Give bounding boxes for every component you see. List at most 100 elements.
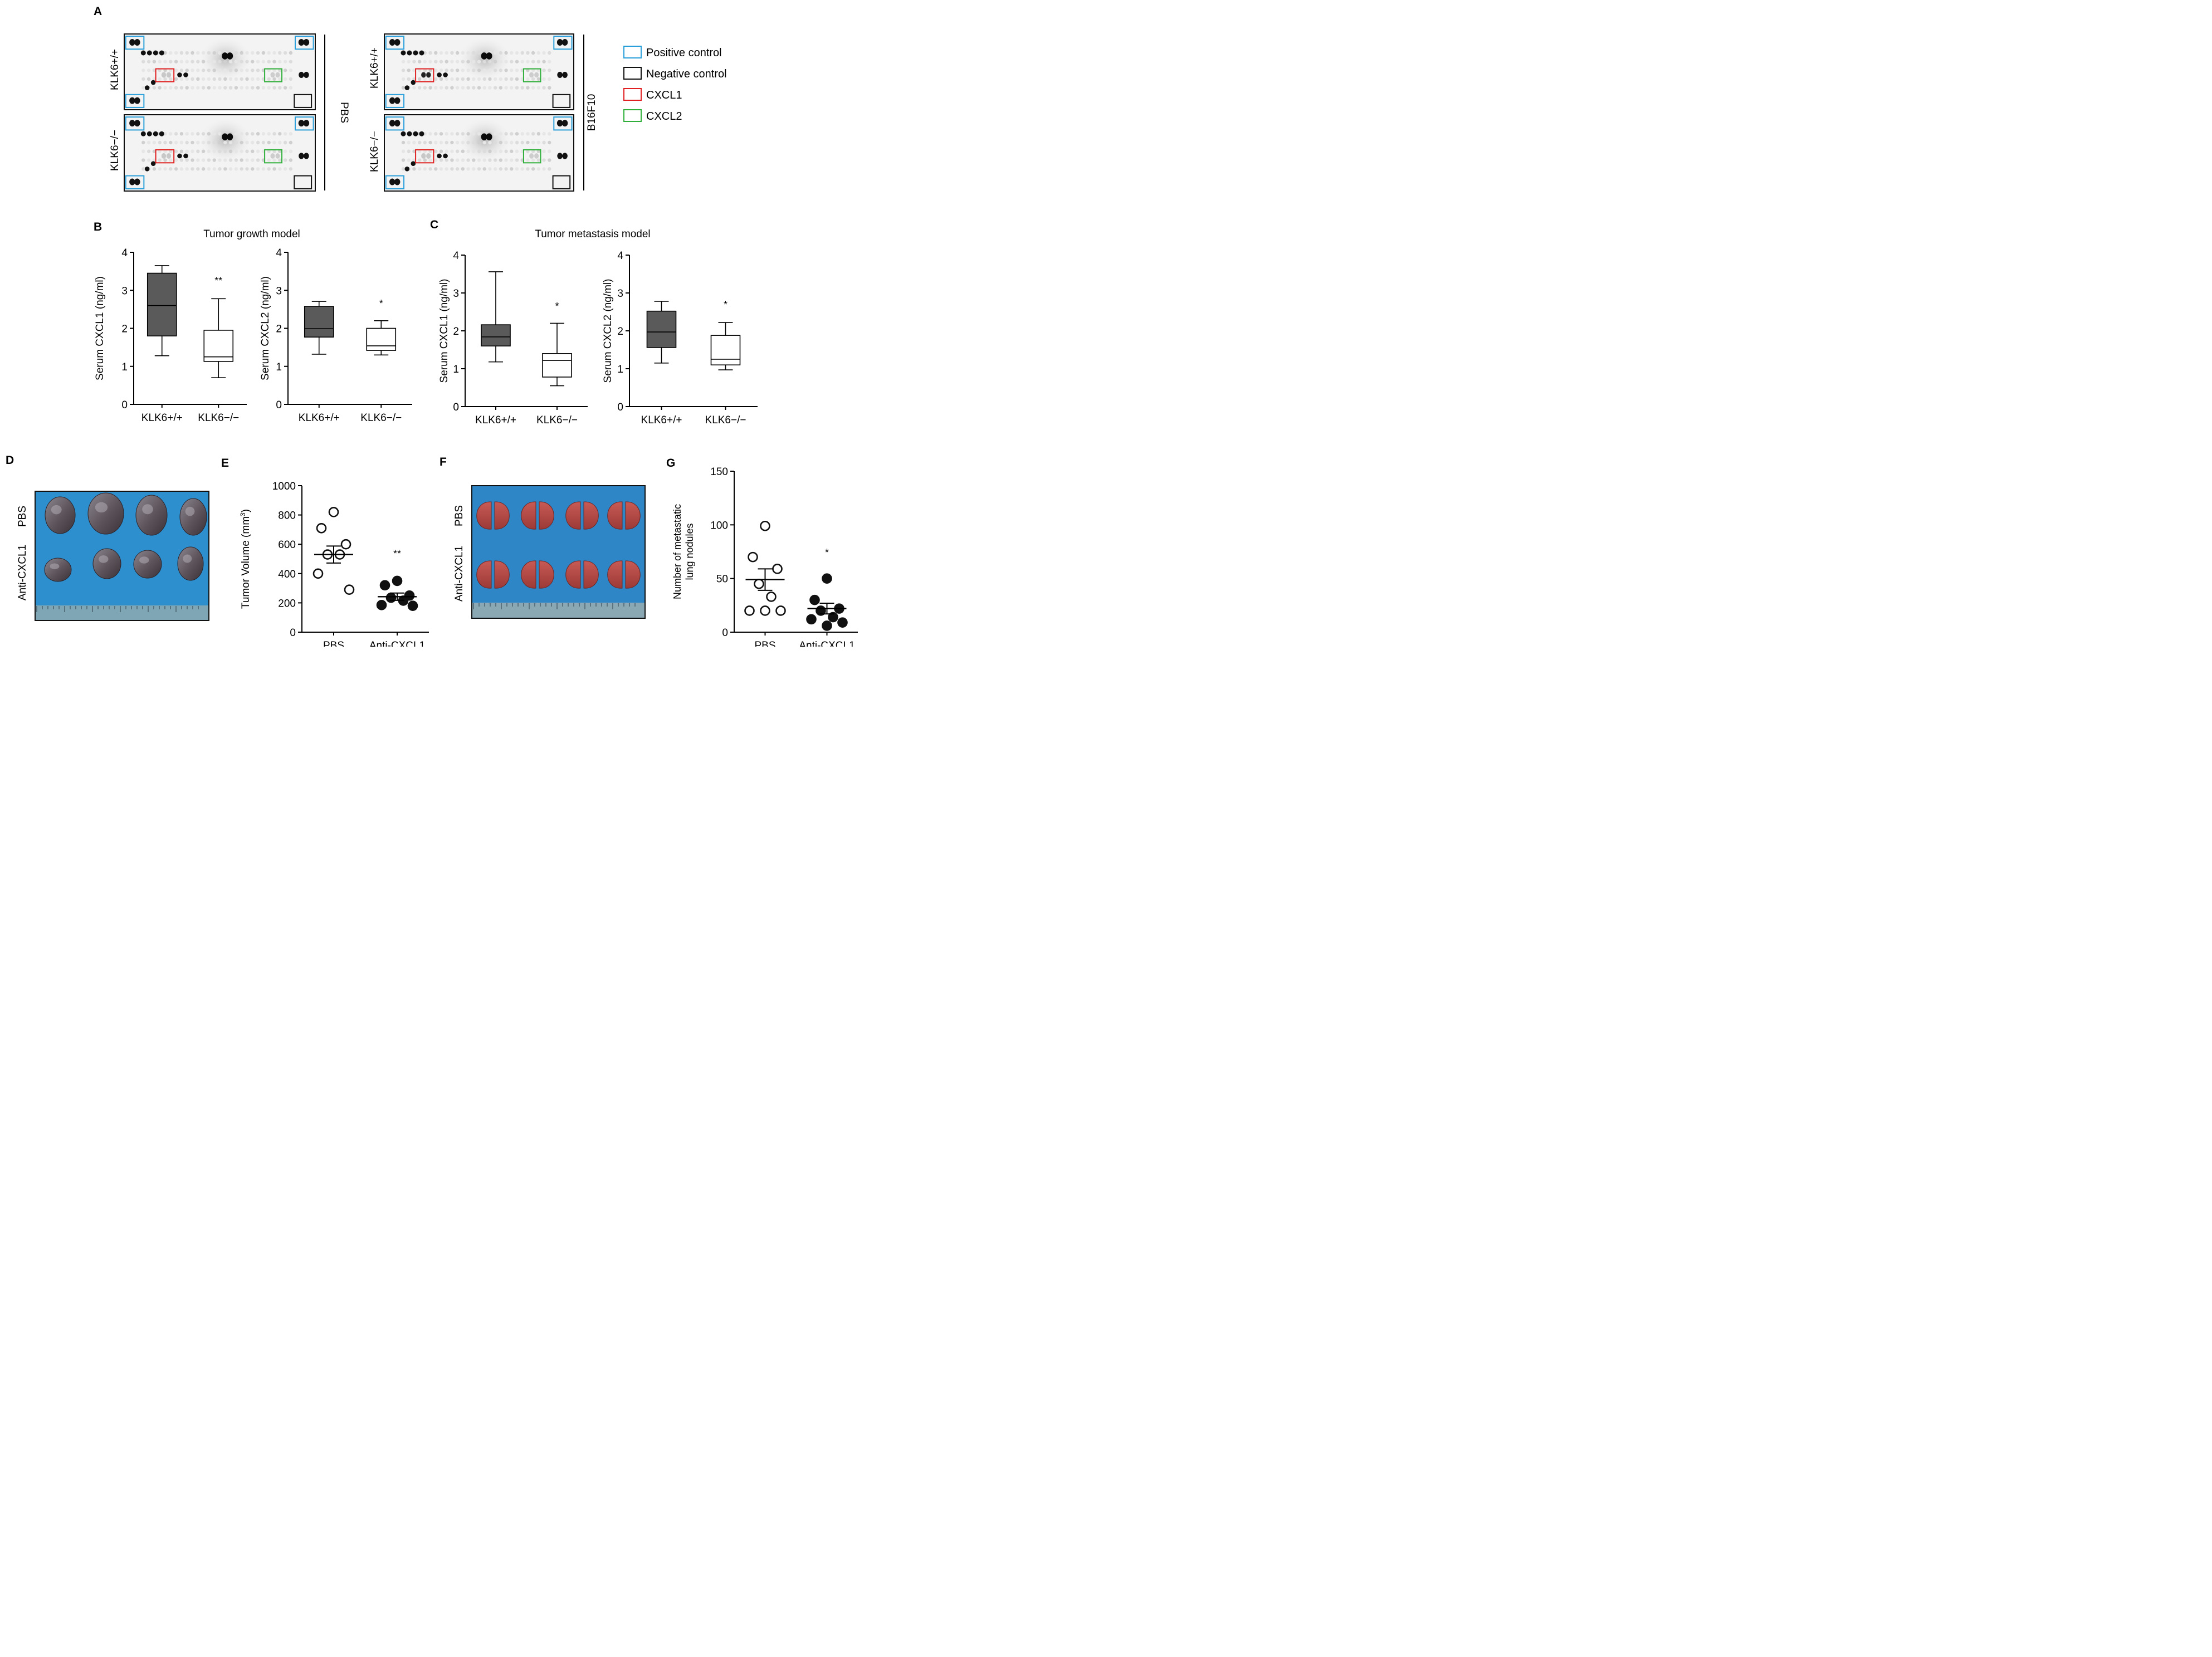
y-axis-label: Serum CXCL1 (ng/ml) (94, 276, 106, 380)
blot-dot (141, 140, 145, 145)
blot-dot (201, 77, 206, 81)
row-label-wt-right: KLK6+/+ (369, 47, 380, 89)
blot-dot (147, 50, 152, 56)
blot-dot (461, 158, 465, 162)
blot-dot (152, 60, 157, 63)
blot-dot (256, 51, 260, 55)
data-point (809, 594, 820, 605)
blot-dot (183, 72, 188, 77)
blot-dot (163, 149, 167, 153)
blot-dot (482, 158, 486, 162)
blot-dot (261, 140, 266, 145)
blot-dot (169, 60, 173, 63)
blot-dot (234, 77, 238, 81)
blot-dot (515, 158, 519, 162)
blot-dot (147, 158, 151, 162)
blot-dot (428, 132, 432, 136)
array-membrane (384, 33, 574, 110)
blot-dot (228, 77, 233, 81)
blot-dot (218, 60, 222, 63)
y-tick-label: 3 (276, 285, 282, 297)
blot-dot (212, 51, 216, 55)
lung-lobe-right (583, 560, 599, 589)
legend: Positive control Negative control CXCL1 … (623, 46, 727, 123)
blot-dot (267, 77, 271, 81)
data-point (340, 539, 351, 550)
blot-dot (493, 140, 497, 145)
blot-dot (179, 86, 184, 90)
box-cxcl2 (264, 149, 282, 164)
blot-dot (510, 69, 514, 72)
blot-dot (536, 167, 541, 171)
data-point (754, 579, 764, 589)
blot-dot (159, 131, 164, 136)
blot-dot (455, 86, 460, 90)
tumor (45, 496, 76, 534)
blot-dot (299, 71, 304, 79)
blot-dot (423, 167, 427, 171)
blot-dot (423, 132, 427, 136)
blot-dot (499, 158, 503, 162)
box-positive-control (385, 36, 405, 50)
lung-lobe-left (476, 560, 492, 589)
blot-dot (196, 69, 200, 72)
blot-dot (445, 149, 448, 153)
blot-dot (445, 77, 448, 81)
blot-dot (439, 140, 443, 145)
blot-dot (482, 167, 486, 171)
blot-dot (423, 51, 427, 55)
blot-dot (185, 149, 189, 153)
blot-dot (493, 51, 497, 55)
blot-dot (401, 149, 406, 153)
blot-dot (439, 158, 443, 162)
blot-dot (542, 149, 546, 153)
blot-dot (461, 140, 465, 145)
legend-label-negative: Negative control (646, 68, 727, 80)
blot-dot (163, 51, 167, 55)
blot-dot (445, 167, 448, 171)
blot-dot (278, 132, 282, 136)
blot-dot (150, 161, 156, 166)
y-tick-label: 50 (716, 574, 728, 585)
blot-dot (401, 77, 406, 81)
blot-dot (152, 86, 157, 90)
box-ko (366, 320, 397, 356)
blot-dot (557, 71, 563, 79)
blot-dot (272, 60, 276, 63)
blot-dot (482, 69, 486, 72)
blot-dot (152, 167, 157, 171)
blot-dot (504, 132, 508, 136)
box-iqr (542, 353, 572, 378)
blot-dot (481, 133, 487, 141)
blot-dot (174, 60, 178, 63)
blot-dot (141, 86, 145, 90)
blot-dot (234, 51, 238, 55)
blot-dot (481, 52, 487, 60)
blot-dot (526, 167, 530, 171)
blot-dot (185, 167, 189, 171)
blot-dot (174, 69, 178, 72)
box-wt (646, 301, 677, 364)
blot-dot (515, 77, 519, 81)
blot-dot (179, 51, 184, 55)
y-tick-label: 1 (276, 361, 282, 373)
box-cxcl1 (415, 149, 434, 164)
blot-dot (526, 86, 530, 90)
blot-dot (207, 60, 211, 63)
blot-dot (272, 140, 276, 145)
blot-dot (228, 86, 233, 90)
blot-dot (401, 69, 406, 72)
data-point (822, 573, 832, 584)
blot-dot (394, 178, 401, 185)
blot-dot (227, 52, 233, 60)
blot-dot (482, 149, 486, 153)
blot-dot (245, 132, 249, 136)
tumor-highlight (142, 504, 153, 515)
blot-dot (228, 60, 233, 63)
photo-d-label-pbs: PBS (17, 506, 28, 527)
blot-dot (240, 77, 243, 81)
blot-dot (179, 77, 184, 81)
blot-dot (267, 167, 271, 171)
blot-dot (401, 158, 406, 162)
